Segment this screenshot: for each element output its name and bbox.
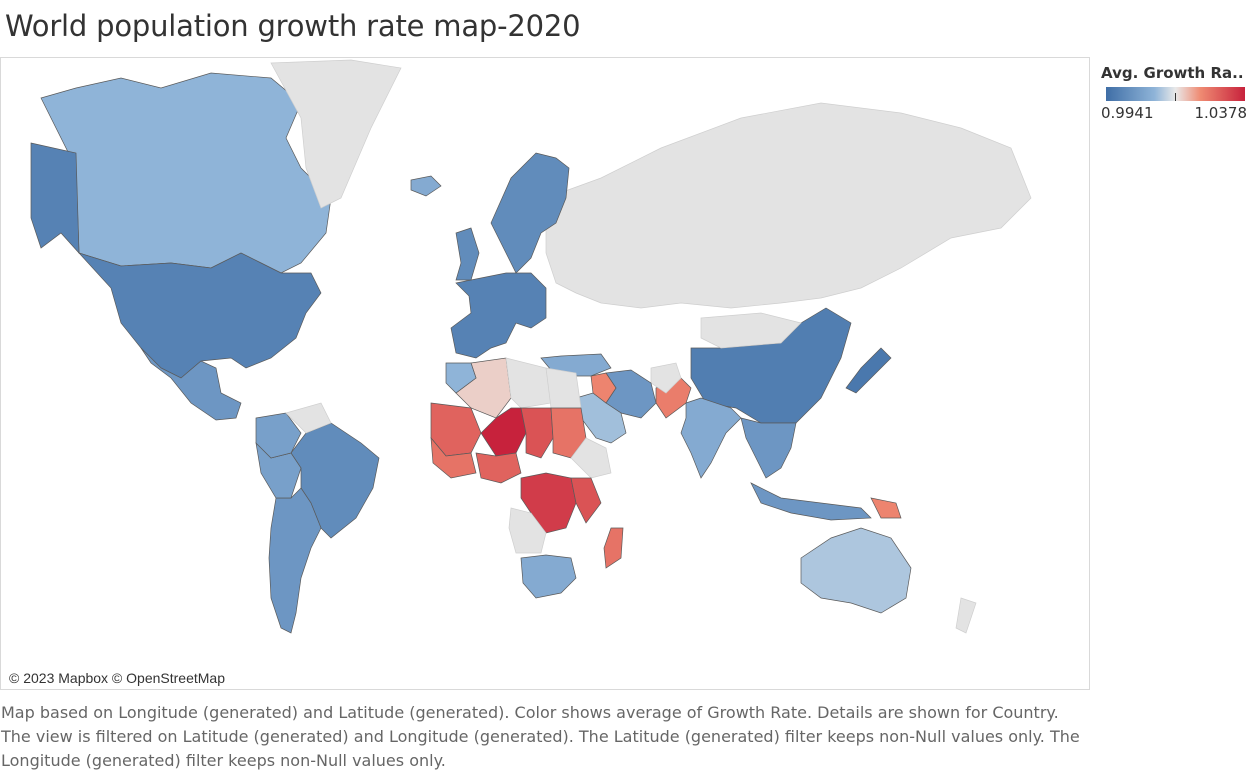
country-europe-west[interactable]	[450, 272, 547, 359]
world-map[interactable]: © 2023 Mapbox © OpenStreetMap	[0, 57, 1090, 690]
country-scandinavia[interactable]	[490, 152, 570, 274]
country-australia[interactable]	[800, 527, 912, 614]
color-legend: Avg. Growth Ra.. 0.9941 1.0378	[1101, 64, 1247, 122]
map-caption: Map based on Longitude (generated) and L…	[1, 703, 1080, 770]
country-canada[interactable]	[40, 72, 332, 274]
country-chad[interactable]	[520, 407, 554, 459]
country-libya[interactable]	[505, 357, 552, 409]
country-usa[interactable]	[77, 252, 322, 379]
country-iraq[interactable]	[590, 372, 617, 404]
country-east-africa[interactable]	[570, 477, 602, 524]
legend-gradient-bar	[1106, 87, 1245, 101]
map-attribution[interactable]: © 2023 Mapbox © OpenStreetMap	[5, 669, 229, 687]
country-afghanistan[interactable]	[650, 362, 682, 394]
country-egypt[interactable]	[545, 367, 582, 409]
country-alaska[interactable]	[30, 142, 80, 254]
country-iceland[interactable]	[410, 175, 442, 197]
legend-labels: 0.9941 1.0378	[1101, 104, 1247, 122]
page-title: World population growth rate map-2020	[5, 9, 581, 43]
country-west-africa[interactable]	[430, 436, 477, 479]
country-greenland[interactable]	[270, 59, 402, 209]
country-morocco[interactable]	[445, 362, 477, 394]
country-mexico[interactable]	[140, 347, 242, 421]
country-ethiopia[interactable]	[570, 437, 612, 479]
country-papua-new-guinea[interactable]	[870, 497, 902, 519]
legend-min-label: 0.9941	[1101, 104, 1154, 122]
country-southeast-asia[interactable]	[740, 417, 797, 479]
country-south-africa[interactable]	[520, 554, 577, 599]
country-layer[interactable]	[30, 59, 1032, 634]
country-angola[interactable]	[508, 507, 547, 554]
country-argentina[interactable]	[268, 487, 322, 634]
country-japan[interactable]	[845, 347, 892, 394]
legend-max-label: 1.0378	[1194, 104, 1248, 122]
country-mongolia[interactable]	[700, 312, 802, 349]
country-madagascar[interactable]	[603, 527, 624, 569]
legend-midpoint-tick	[1175, 93, 1176, 101]
country-india[interactable]	[680, 397, 742, 479]
country-niger[interactable]	[480, 407, 527, 457]
legend-title: Avg. Growth Ra..	[1101, 64, 1244, 82]
country-venezuela[interactable]	[285, 402, 332, 434]
country-new-zealand[interactable]	[955, 597, 977, 634]
country-nigeria[interactable]	[475, 452, 522, 484]
map-canvas[interactable]	[1, 58, 1090, 690]
country-indonesia[interactable]	[750, 482, 872, 521]
country-russia[interactable]	[545, 102, 1032, 309]
country-uk[interactable]	[455, 227, 480, 281]
